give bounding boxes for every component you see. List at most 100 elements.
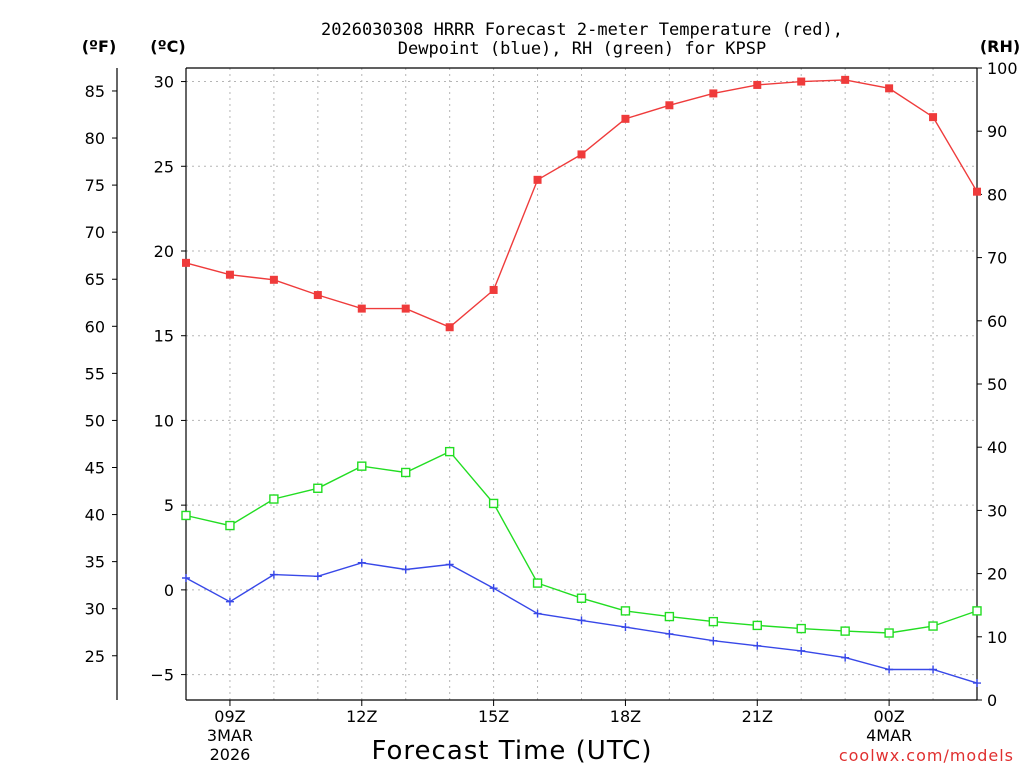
fahrenheit-tick-label: 25 (85, 647, 105, 666)
rh-point (269, 494, 279, 504)
rh-tick-label: 10 (987, 628, 1007, 647)
fahrenheit-tick-label: 30 (85, 600, 105, 619)
rh-point (708, 616, 719, 627)
fahrenheit-tick-label: 65 (85, 270, 105, 289)
credit-text: coolwx.com/models (839, 746, 1014, 765)
grid-lines (186, 68, 977, 700)
temperature-point (489, 285, 498, 294)
dewpoint-point (973, 679, 981, 688)
dewpoint-point (445, 560, 454, 569)
temperature-point (445, 323, 454, 332)
rh-point (488, 498, 499, 509)
fahrenheit-tick-label: 40 (85, 506, 105, 525)
x-axis-title: Forecast Time (UTC) (371, 736, 652, 766)
dewpoint-point (225, 597, 234, 606)
fahrenheit-tick-label: 75 (85, 176, 105, 195)
rh-tick-label: 70 (987, 249, 1007, 268)
temperature-point (929, 113, 938, 122)
dewpoint-point (401, 565, 410, 574)
rh-point (620, 606, 631, 616)
x-tick-label: 18Z (610, 707, 641, 726)
temperature-point (797, 77, 806, 86)
dewpoint-point (577, 616, 586, 625)
fahrenheit-tick-label: 50 (85, 411, 105, 430)
celsius-axis-label: (ºC) (150, 37, 185, 56)
temperature-point (709, 89, 718, 98)
x-tick-date-label: 3MAR (207, 726, 253, 745)
dewpoint-point (269, 570, 278, 579)
temperature-point (401, 304, 410, 313)
rh-tick-label: 80 (987, 185, 1007, 204)
rh-point (576, 593, 587, 603)
temperature-point (665, 101, 674, 110)
temperature-point (533, 175, 542, 184)
rh-tick-label: 90 (987, 122, 1007, 141)
rh-point (884, 628, 894, 638)
dewpoint-point (885, 665, 894, 674)
rh-point (181, 510, 191, 521)
chart-title-line2: Dewpoint (blue), RH (green) for KPSP (398, 39, 766, 59)
fahrenheit-tick-label: 60 (85, 317, 105, 336)
temperature-point (313, 291, 322, 300)
dewpoint-point (709, 636, 718, 645)
temperature-point (357, 304, 366, 313)
fahrenheit-tick-label: 55 (85, 364, 105, 383)
x-tick-label: 12Z (346, 707, 377, 726)
rh-point (972, 606, 982, 616)
rh-point (313, 483, 323, 493)
celsius-tick-label: 5 (164, 496, 174, 515)
celsius-tick-label: 25 (154, 157, 174, 176)
dewpoint-point (797, 646, 806, 655)
rh-tick-label: 20 (987, 565, 1007, 584)
temperature-point (225, 270, 234, 279)
rh-point (928, 621, 938, 631)
temperature-point (577, 150, 586, 159)
dewpoint-point (841, 653, 850, 662)
dewpoint-point (313, 572, 322, 581)
celsius-tick-label: −5 (150, 666, 174, 685)
chart-title-line1: 2026030308 HRRR Forecast 2-meter Tempera… (321, 20, 843, 40)
celsius-tick-label: 10 (154, 411, 174, 430)
celsius-tick-label: 0 (164, 581, 174, 600)
temperature-point (269, 275, 278, 284)
fahrenheit-tick-label: 35 (85, 553, 105, 572)
dewpoint-point (665, 629, 674, 638)
celsius-tick-label: 30 (154, 73, 174, 92)
temperature-point (621, 114, 630, 123)
rh-point (357, 461, 367, 471)
temperature-point (885, 84, 894, 93)
rh-point (444, 446, 455, 457)
fahrenheit-tick-label: 70 (85, 223, 105, 242)
dewpoint-point (621, 623, 630, 632)
x-tick-label: 21Z (742, 707, 773, 726)
rh-point (752, 620, 762, 631)
fahrenheit-axis-label: (ºF) (82, 37, 117, 56)
fahrenheit-tick-label: 85 (85, 82, 105, 101)
fahrenheit-tick-label: 45 (85, 458, 105, 477)
axes (112, 67, 982, 706)
rh-point (840, 626, 850, 636)
rh-tick-label: 30 (987, 501, 1007, 520)
temperature-point (973, 187, 981, 196)
temperature-point (753, 80, 762, 89)
temperature-point (841, 75, 850, 84)
rh-axis-label: (RH) (980, 37, 1020, 56)
rh-tick-label: 100 (987, 59, 1018, 78)
x-tick-label: 15Z (478, 707, 509, 726)
celsius-tick-label: 20 (154, 242, 174, 261)
fahrenheit-tick-label: 80 (85, 129, 105, 148)
dewpoint-point (929, 665, 938, 674)
dewpoint-point (753, 641, 762, 650)
tick-labels: 302520151050−585807570656055504540353025… (85, 59, 1018, 764)
x-tick-label: 09Z (214, 707, 245, 726)
celsius-tick-label: 15 (154, 327, 174, 346)
dewpoint-point (533, 609, 542, 618)
x-tick-label: 00Z (873, 707, 904, 726)
rh-point (401, 467, 411, 478)
dewpoint-point (182, 574, 190, 583)
data-series (181, 75, 982, 688)
dewpoint-point (357, 558, 366, 567)
rh-tick-label: 0 (987, 691, 997, 710)
rh-point (796, 623, 806, 634)
